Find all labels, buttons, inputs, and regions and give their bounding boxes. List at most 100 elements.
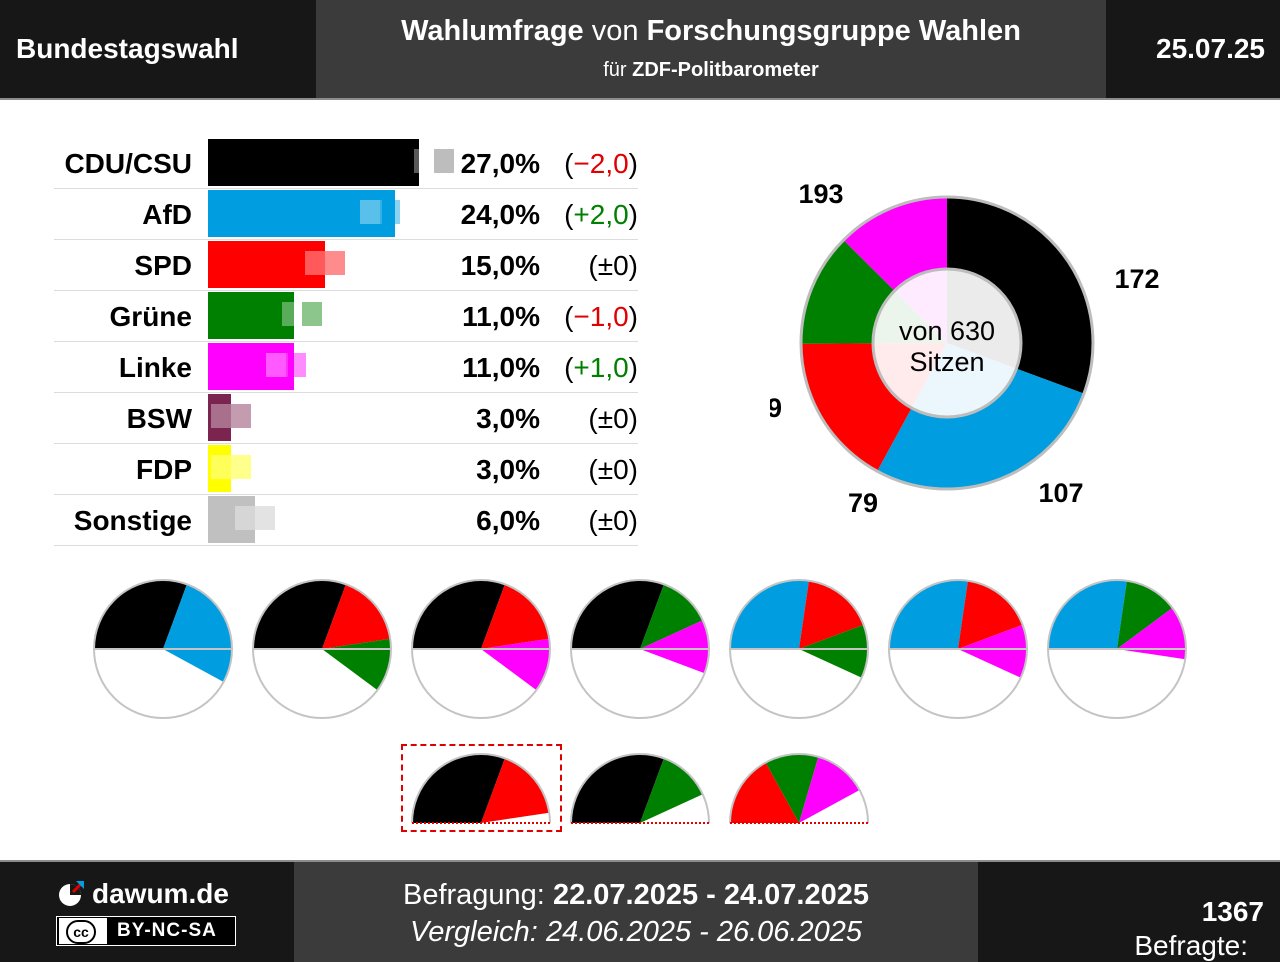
previous-value-marker xyxy=(281,302,304,326)
coalition-segment xyxy=(412,580,505,649)
survey-label: Befragung: xyxy=(402,879,545,911)
bar xyxy=(208,496,255,543)
license-badge: cc BY-NC-SA xyxy=(56,916,236,946)
poll-title-word: Wahlumfrage xyxy=(401,15,584,47)
poll-subtitle-prefix: für xyxy=(603,59,627,81)
coalition-segment xyxy=(163,584,233,682)
license-text: BY-NC-SA xyxy=(117,920,217,941)
coalition-chart xyxy=(888,579,1029,719)
donut-outer-ring xyxy=(799,195,1095,491)
footer-brand-box: dawum.de cc BY-NC-SA xyxy=(0,862,294,962)
bar-row: Grüne 11,0% (−1,0) xyxy=(54,291,638,342)
coalition-segment xyxy=(1117,580,1173,649)
compare-dates: 24.06.2025 - 26.06.2025 xyxy=(545,916,862,948)
previous-value-marker xyxy=(305,251,327,275)
coalition-segment xyxy=(799,624,868,678)
coalition-segment xyxy=(481,638,550,691)
poll-title: Wahlumfrage von Forschungsgruppe Wahlen xyxy=(316,15,1106,48)
change-label: (−1,0) xyxy=(564,301,638,332)
bar-row: SPD 15,0% (±0) xyxy=(54,240,638,291)
footer: dawum.de cc BY-NC-SA Befragung: 22.07.20… xyxy=(0,860,1280,962)
coalition-segment xyxy=(958,624,1027,678)
value-label: 24,0% xyxy=(460,199,540,230)
publish-date: 25.07.25 xyxy=(1156,33,1265,64)
seat-distribution-donut: von 630 Sitzen 193 172 107 79 79 xyxy=(770,179,1160,518)
bar xyxy=(208,343,294,390)
election-name: Bundestagswahl xyxy=(16,33,239,64)
donut-slice-label: 107 xyxy=(1038,478,1083,508)
previous-value-marker-shade xyxy=(379,200,400,224)
previous-value-marker-shade xyxy=(434,149,455,173)
coalition-chart xyxy=(729,579,870,719)
party-label: CDU/CSU xyxy=(64,148,192,179)
change-value: ±0 xyxy=(597,250,629,281)
party-label: BSW xyxy=(126,403,192,434)
coalition-segment xyxy=(1048,580,1127,649)
change-value: ±0 xyxy=(597,403,629,434)
respondents: Befragte: 1367 xyxy=(1134,896,1264,961)
value-label: 3,0% xyxy=(476,403,540,434)
previous-value-marker xyxy=(414,149,437,173)
coalition-segment xyxy=(765,754,819,823)
bar-row: Linke 11,0% (+1,0) xyxy=(54,342,638,393)
coalition-segment xyxy=(94,580,187,649)
dawum-logo-icon xyxy=(59,880,85,906)
coalition-chart xyxy=(570,579,711,719)
previous-value-marker-shade xyxy=(254,506,275,530)
coalition-outline xyxy=(729,753,869,824)
coalition-segment xyxy=(571,580,664,649)
donut-center-line1: von 630 xyxy=(899,316,995,346)
bar xyxy=(208,190,396,237)
coalition-outline xyxy=(570,753,710,824)
previous-value-marker-shade xyxy=(325,251,345,275)
coalition-segment xyxy=(412,754,505,823)
pollster-name: Forschungsgruppe Wahlen xyxy=(646,15,1021,47)
change-label: (+1,0) xyxy=(564,352,638,383)
survey-dates: 22.07.2025 - 24.07.2025 xyxy=(552,879,869,911)
donut-slice-label: 79 xyxy=(848,488,878,518)
poll-subtitle: für ZDF-Politbarometer xyxy=(316,59,1106,82)
coalition-segment xyxy=(799,580,864,649)
coalition-segment xyxy=(571,754,664,823)
coalition-segment xyxy=(958,580,1023,649)
coalition-chart xyxy=(729,753,869,824)
coalition-chart xyxy=(1047,579,1188,719)
previous-value-marker xyxy=(211,455,234,479)
coalition-segment xyxy=(640,758,703,823)
value-label: 27,0% xyxy=(460,148,540,179)
bar-row: BSW 3,0% (±0) xyxy=(54,393,638,444)
donut-center-line2: Sitzen xyxy=(909,347,984,377)
value-label: 11,0% xyxy=(462,352,540,383)
party-label: AfD xyxy=(142,199,192,230)
change-value: +2,0 xyxy=(573,199,629,230)
change-label: (−2,0) xyxy=(564,148,638,179)
previous-value-marker-shade xyxy=(231,404,252,428)
donut-slice-label: 193 xyxy=(798,179,843,209)
coalition-segment xyxy=(253,580,346,649)
coalition-chart xyxy=(93,579,234,719)
party-label: Sonstige xyxy=(73,505,192,536)
change-value: −1,0 xyxy=(573,301,629,332)
change-label: (+2,0) xyxy=(564,199,638,230)
previous-value-marker-shade xyxy=(301,302,322,326)
coalition-chart xyxy=(252,579,393,719)
bar-row: CDU/CSU 27,0% (−2,0) xyxy=(54,138,638,189)
bar-row: AfD 24,0% (+2,0) xyxy=(54,189,638,240)
coalition-segment xyxy=(1117,607,1186,660)
respondents-label: Befragte: xyxy=(1134,930,1248,961)
coalition-segment xyxy=(640,620,709,674)
coalition-segment xyxy=(322,638,391,691)
coalition-segment xyxy=(640,584,703,649)
previous-value-marker xyxy=(359,200,382,224)
bar xyxy=(208,445,232,492)
coalition-segment xyxy=(799,756,860,823)
cc-icon: cc xyxy=(59,918,107,944)
header-title-box: Wahlumfrage von Forschungsgruppe Wahlen … xyxy=(316,0,1106,98)
coalition-chart xyxy=(570,753,710,824)
bar xyxy=(208,394,232,441)
coalition-segment xyxy=(322,584,391,649)
coalition-chart xyxy=(411,579,552,719)
previous-value-marker xyxy=(266,353,288,377)
previous-value-marker-shade xyxy=(231,455,252,479)
bar xyxy=(208,241,325,288)
